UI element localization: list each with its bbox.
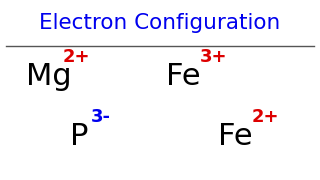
Text: 2+: 2+ xyxy=(251,108,279,126)
Text: 2+: 2+ xyxy=(62,48,90,66)
Text: P: P xyxy=(70,122,89,151)
Text: Fe: Fe xyxy=(218,122,252,151)
Text: 3-: 3- xyxy=(91,108,111,126)
Text: Fe: Fe xyxy=(166,62,201,91)
Text: Electron Configuration: Electron Configuration xyxy=(39,13,281,33)
Text: Mg: Mg xyxy=(26,62,71,91)
Text: 3+: 3+ xyxy=(200,48,228,66)
